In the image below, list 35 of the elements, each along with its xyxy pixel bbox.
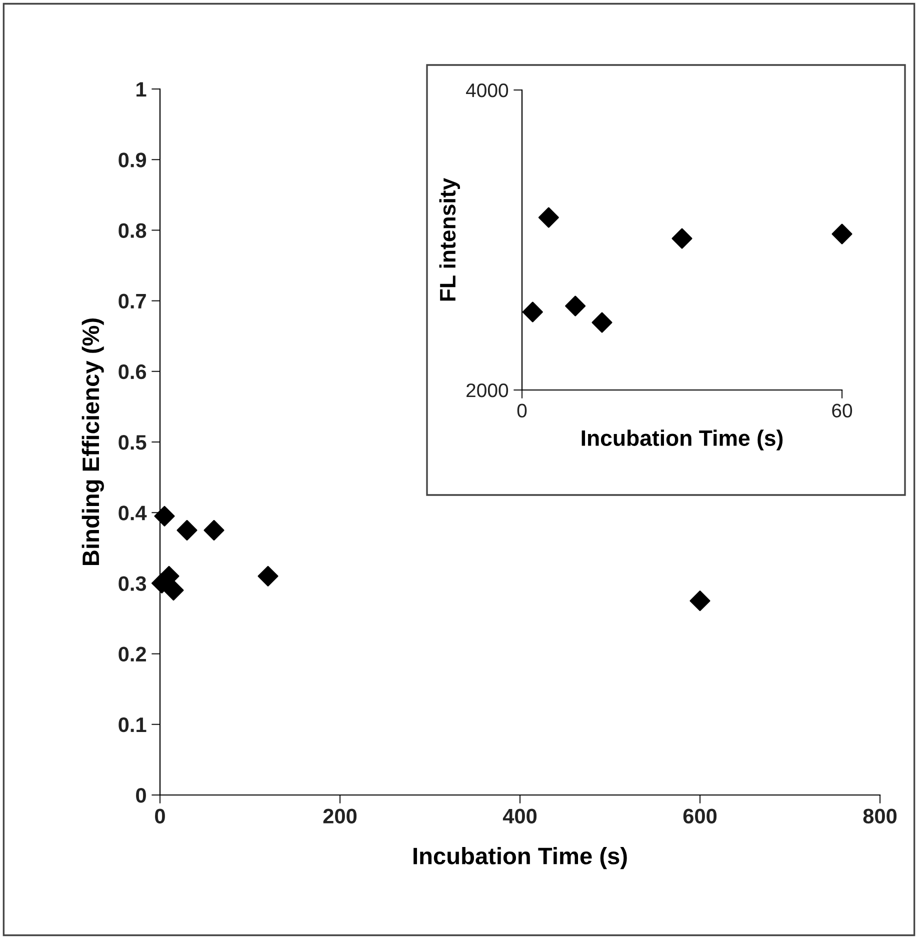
x-tick-label: 600 bbox=[683, 808, 717, 824]
x-tick-label: 0 bbox=[155, 808, 165, 824]
y-tick-label: 0.2 bbox=[118, 646, 146, 662]
y-tick-label: 0.1 bbox=[118, 717, 146, 732]
x-axis-title: Incubation Time (s) bbox=[582, 430, 783, 450]
y-axis-title: FL intensity bbox=[439, 178, 460, 301]
x-tick-label: 800 bbox=[863, 808, 897, 824]
point bbox=[538, 207, 559, 228]
point bbox=[592, 312, 612, 333]
point bbox=[176, 520, 198, 541]
y-tick-label: 0.5 bbox=[118, 435, 146, 450]
y-tick-label: 4000 bbox=[466, 83, 508, 98]
y-tick-label: 0.9 bbox=[118, 152, 146, 168]
y-tick-label: 2000 bbox=[466, 383, 508, 398]
x-axis-title: Incubation Time (s) bbox=[414, 847, 627, 870]
point bbox=[163, 580, 184, 601]
y-tick-label: 1 bbox=[136, 82, 146, 97]
point bbox=[154, 506, 175, 526]
point bbox=[565, 296, 586, 316]
y-tick-label: 0.7 bbox=[118, 294, 146, 309]
x-tick-label: 400 bbox=[502, 808, 537, 824]
y-tick-label: 0.8 bbox=[118, 223, 146, 238]
y-tick-label: 0.4 bbox=[118, 506, 147, 520]
point bbox=[522, 302, 543, 322]
x-tick-label: 200 bbox=[323, 808, 357, 824]
point bbox=[690, 590, 710, 612]
point bbox=[258, 566, 278, 586]
y-tick-label: 0.3 bbox=[118, 576, 146, 591]
y-tick-label: 0 bbox=[136, 788, 146, 803]
y-axis-title: Binding Efficiency (%) bbox=[82, 318, 104, 566]
point bbox=[832, 224, 852, 244]
y-tick-label: 0.6 bbox=[118, 364, 146, 380]
x-tick-label: 60 bbox=[832, 404, 852, 418]
point bbox=[672, 228, 692, 249]
point bbox=[204, 520, 224, 541]
